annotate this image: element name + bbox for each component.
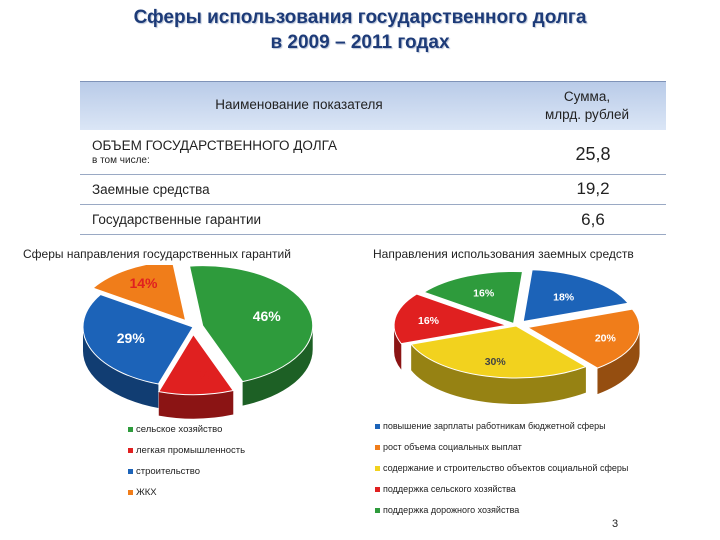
pie-slice-side bbox=[394, 325, 402, 370]
row-name: Заемные средства bbox=[92, 182, 210, 197]
row-value: 19,2 bbox=[576, 179, 610, 198]
header-sum: Сумма, млрд. рублей bbox=[512, 88, 662, 124]
legend-item: содержание и строительство объектов соци… bbox=[375, 458, 628, 479]
legend-item: рост объема социальных выплат bbox=[375, 437, 628, 458]
pie-slice bbox=[410, 325, 588, 379]
pie-slice bbox=[422, 270, 524, 325]
row-name: Государственные гарантии bbox=[92, 212, 262, 227]
row-value: 25,8 bbox=[575, 144, 611, 164]
legend-swatch bbox=[375, 508, 380, 513]
pie-slice bbox=[393, 293, 509, 345]
table-row: Заемные средства 19,2 bbox=[80, 175, 666, 205]
legend-item: легкая промышленность bbox=[128, 440, 245, 461]
borrowed-funds-pie-chart: 18% 20% 30% 16% 16% bbox=[393, 269, 641, 404]
legend-item: ЖКХ bbox=[128, 482, 245, 503]
legend-swatch bbox=[128, 490, 133, 495]
legend-label: поддержка дорожного хозяйства bbox=[383, 505, 520, 515]
pie-slice bbox=[188, 265, 314, 383]
pie-slice-label: 14% bbox=[129, 275, 158, 291]
pie-slice-side bbox=[411, 344, 586, 404]
page-title-line1: Сферы использования государственного дол… bbox=[133, 7, 587, 28]
row-value: 6,6 bbox=[581, 210, 605, 229]
debt-table: Наименование показателя Сумма, млрд. руб… bbox=[80, 81, 666, 235]
table-header: Наименование показателя Сумма, млрд. руб… bbox=[80, 81, 666, 130]
legend-swatch bbox=[128, 469, 133, 474]
legend-swatch bbox=[128, 427, 133, 432]
row-name: ОБЪЕМ ГОСУДАРСТВЕННОГО ДОЛГА bbox=[92, 138, 338, 153]
pie-slice bbox=[82, 293, 194, 385]
left-chart-subtitle: Сферы направления государственных гарант… bbox=[23, 247, 291, 261]
pie-slice-label: 20% bbox=[595, 332, 617, 344]
row-subtext: в том числе: bbox=[92, 155, 150, 166]
pie-slice-label: 29% bbox=[117, 330, 146, 346]
page-title-line2: в 2009 – 2011 годах bbox=[270, 32, 450, 53]
pie-slice bbox=[522, 269, 629, 323]
pie-slice-label: 16% bbox=[418, 315, 440, 327]
legend-swatch bbox=[375, 487, 380, 492]
pie-slice bbox=[92, 265, 187, 322]
guarantees-pie-chart: 46% 11% 29% 14% bbox=[82, 265, 314, 419]
right-chart-subtitle: Направления использования заемных средст… bbox=[373, 247, 634, 261]
legend-label: содержание и строительство объектов соци… bbox=[383, 463, 629, 473]
pie-slice-label: 46% bbox=[253, 308, 282, 324]
legend-item: сельское хозяйство bbox=[128, 419, 245, 440]
pie-slice-label: 16% bbox=[473, 288, 495, 300]
pie-slice-side bbox=[158, 390, 234, 419]
legend-label: легкая промышленность bbox=[136, 445, 246, 456]
pie-slice-side bbox=[597, 327, 640, 395]
header-name: Наименование показателя bbox=[215, 97, 383, 112]
right-legend: повышение зарплаты работникам бюджетной … bbox=[375, 416, 628, 521]
legend-label: сельское хозяйство bbox=[136, 424, 223, 435]
legend-swatch bbox=[375, 445, 380, 450]
header-sum-line2: млрд. рублей bbox=[544, 107, 630, 122]
table-row: Государственные гарантии 6,6 bbox=[80, 205, 666, 235]
legend-swatch bbox=[375, 466, 380, 471]
legend-label: ЖКХ bbox=[136, 487, 157, 498]
pie-slice-side bbox=[242, 325, 313, 406]
table-row: ОБЪЕМ ГОСУДАРСТВЕННОГО ДОЛГА в том числе… bbox=[80, 130, 666, 175]
legend-label: повышение зарплаты работникам бюджетной … bbox=[383, 421, 606, 431]
pie-slice-label: 18% bbox=[553, 292, 575, 304]
legend-item: поддержка сельского хозяйства bbox=[375, 479, 628, 500]
legend-swatch bbox=[128, 448, 133, 453]
legend-item: поддержка дорожного хозяйства bbox=[375, 500, 628, 521]
legend-label: строительство bbox=[136, 466, 201, 477]
legend-swatch bbox=[375, 424, 380, 429]
legend-label: рост объема социальных выплат bbox=[383, 442, 522, 452]
legend-item: повышение зарплаты работникам бюджетной … bbox=[375, 416, 628, 437]
legend-label: поддержка сельского хозяйства bbox=[383, 484, 516, 494]
pie-slice bbox=[157, 333, 235, 396]
pie-slice-label: 11% bbox=[182, 368, 210, 384]
header-sum-line1: Сумма, bbox=[563, 89, 611, 104]
pie-slice-label: 30% bbox=[485, 356, 507, 368]
left-legend: сельское хозяйство легкая промышленность с… bbox=[128, 419, 245, 503]
pie-slice bbox=[526, 308, 641, 369]
page-number: 3 bbox=[612, 518, 619, 530]
pie-slice-side bbox=[83, 327, 159, 408]
legend-item: строительство bbox=[128, 461, 245, 482]
